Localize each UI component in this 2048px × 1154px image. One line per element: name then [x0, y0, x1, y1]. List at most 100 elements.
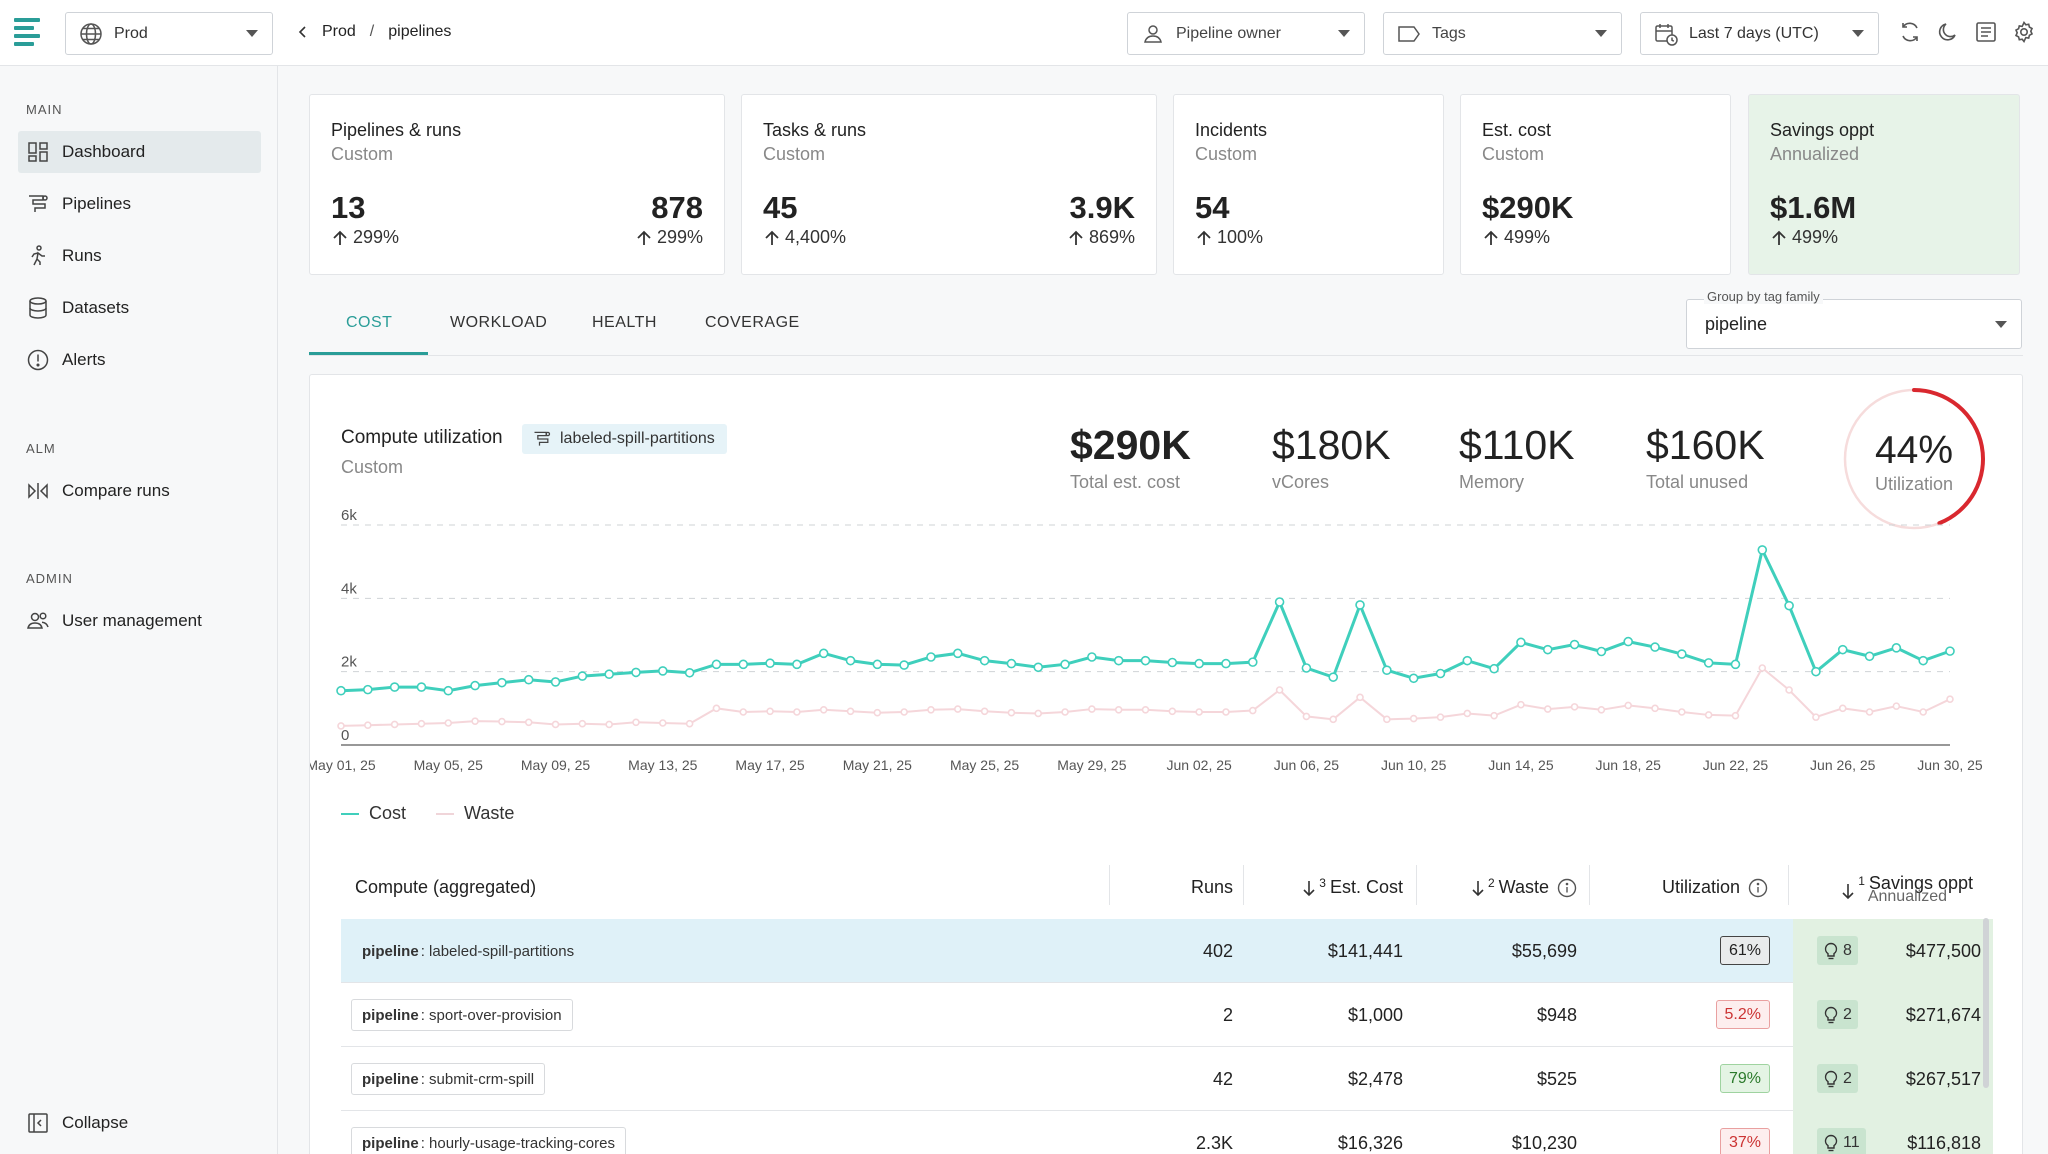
data-point-cost[interactable]: [336, 685, 346, 696]
data-point-waste[interactable]: [578, 719, 587, 728]
data-point-waste[interactable]: [766, 707, 774, 716]
data-point-cost[interactable]: [926, 652, 936, 662]
data-point-waste[interactable]: [1248, 706, 1257, 715]
recommendations-badge[interactable]: 8: [1817, 936, 1858, 965]
data-point-cost[interactable]: [1301, 663, 1312, 673]
table-row[interactable]: pipeline: sport-over-provision 2 $1,000 …: [341, 983, 1993, 1047]
data-point-waste[interactable]: [1624, 701, 1632, 710]
data-point-cost[interactable]: [952, 648, 963, 659]
data-point-cost[interactable]: [1033, 662, 1044, 673]
data-point-cost[interactable]: [1757, 545, 1768, 555]
tab-cost[interactable]: COST: [346, 314, 393, 331]
data-point-cost[interactable]: [631, 667, 641, 678]
data-point-cost[interactable]: [979, 655, 990, 666]
data-point-waste[interactable]: [685, 719, 694, 728]
data-point-waste[interactable]: [1409, 714, 1418, 723]
pipeline-tag[interactable]: pipeline: labeled-spill-partitions: [362, 942, 575, 960]
data-point-cost[interactable]: [1677, 649, 1687, 659]
data-point-cost[interactable]: [1060, 659, 1070, 670]
table-row[interactable]: pipeline: labeled-spill-partitions 402 $…: [341, 919, 1993, 983]
data-point-waste[interactable]: [819, 706, 828, 714]
data-point-cost[interactable]: [389, 682, 400, 692]
data-point-waste[interactable]: [1302, 712, 1311, 721]
data-point-waste[interactable]: [632, 718, 640, 727]
data-point-waste[interactable]: [1678, 708, 1686, 716]
data-point-waste[interactable]: [1088, 705, 1096, 713]
recommendations-badge[interactable]: 2: [1817, 1064, 1858, 1093]
data-point-cost[interactable]: [1730, 659, 1741, 670]
data-point-cost[interactable]: [1703, 658, 1714, 668]
pipeline-tag[interactable]: pipeline: hourly-usage-tracking-cores: [351, 1127, 626, 1154]
data-point-waste[interactable]: [444, 719, 453, 727]
data-point-cost[interactable]: [1006, 658, 1017, 669]
data-point-waste[interactable]: [1168, 707, 1177, 716]
col-waste[interactable]: 2 Waste: [1470, 876, 1577, 898]
data-point-cost[interactable]: [1221, 658, 1231, 669]
data-point-cost[interactable]: [765, 658, 775, 669]
data-point-waste[interactable]: [846, 707, 855, 716]
table-row[interactable]: pipeline: hourly-usage-tracking-cores 2.…: [341, 1111, 1993, 1154]
data-point-cost[interactable]: [497, 677, 507, 688]
data-point-cost[interactable]: [1811, 666, 1821, 677]
data-point-cost[interactable]: [1247, 657, 1258, 667]
data-point-waste[interactable]: [1141, 706, 1150, 714]
col-est-cost[interactable]: 3 Est. Cost: [1301, 876, 1403, 898]
card-est-cost[interactable]: Est. cost Custom $290K 499%: [1460, 94, 1731, 275]
data-point-waste[interactable]: [900, 708, 908, 716]
data-point-cost[interactable]: [1837, 644, 1848, 655]
card-savings-oppt[interactable]: Savings oppt Annualized $1.6M 499%: [1748, 94, 2020, 275]
data-point-waste[interactable]: [1838, 704, 1847, 713]
data-point-waste[interactable]: [1275, 686, 1284, 694]
data-point-cost[interactable]: [1891, 643, 1902, 653]
notes-icon[interactable]: [1974, 20, 1998, 44]
data-point-waste[interactable]: [1570, 703, 1579, 711]
moon-icon[interactable]: [1936, 20, 1960, 44]
data-point-cost[interactable]: [1596, 646, 1607, 657]
tab-health[interactable]: HEALTH: [592, 314, 657, 331]
data-point-cost[interactable]: [1435, 668, 1446, 679]
card-incidents[interactable]: Incidents Custom 54 100%: [1173, 94, 1444, 275]
pipeline-tag[interactable]: pipeline: submit-crm-spill: [351, 1063, 546, 1095]
data-point-waste[interactable]: [1892, 702, 1901, 710]
data-point-cost[interactable]: [1569, 639, 1580, 650]
data-point-cost[interactable]: [872, 659, 883, 670]
data-point-waste[interactable]: [605, 720, 613, 729]
data-point-waste[interactable]: [927, 706, 935, 714]
sidebar-item-pipelines[interactable]: Pipelines: [18, 183, 261, 225]
data-point-cost[interactable]: [1623, 636, 1633, 647]
data-point-cost[interactable]: [523, 674, 534, 685]
data-point-waste[interactable]: [1061, 708, 1069, 716]
legend-item-cost[interactable]: Cost: [341, 803, 406, 824]
collapse-button[interactable]: Collapse: [18, 1102, 261, 1144]
data-point-cost[interactable]: [1489, 663, 1499, 674]
sidebar-item-compare-runs[interactable]: Compare runs: [18, 470, 261, 512]
table-row[interactable]: pipeline: submit-crm-spill 42 $2,478 $52…: [341, 1047, 1993, 1111]
info-icon[interactable]: [1557, 878, 1577, 898]
data-point-cost[interactable]: [1087, 652, 1097, 662]
col-utilization[interactable]: Utilization: [1662, 877, 1768, 898]
data-point-waste[interactable]: [551, 720, 560, 729]
data-point-cost[interactable]: [1408, 673, 1419, 684]
recommendations-badge[interactable]: 11: [1817, 1128, 1866, 1154]
data-point-waste[interactable]: [980, 707, 989, 716]
data-point-cost[interactable]: [1113, 655, 1124, 666]
data-point-cost[interactable]: [1355, 600, 1365, 610]
data-point-waste[interactable]: [1436, 713, 1445, 721]
data-point-cost[interactable]: [711, 659, 722, 670]
data-point-waste[interactable]: [417, 719, 426, 728]
sidebar-item-dashboard[interactable]: Dashboard: [18, 131, 261, 173]
sidebar-item-runs[interactable]: Runs: [18, 235, 261, 277]
data-point-waste[interactable]: [1383, 715, 1391, 724]
date-range-filter[interactable]: Last 7 days (UTC): [1640, 12, 1879, 55]
pipeline-tag[interactable]: pipeline: sport-over-provision: [351, 999, 573, 1031]
data-point-waste[interactable]: [1758, 664, 1767, 672]
data-point-waste[interactable]: [524, 718, 533, 727]
data-point-waste[interactable]: [712, 704, 721, 713]
data-point-waste[interactable]: [337, 722, 345, 730]
data-point-cost[interactable]: [792, 659, 802, 670]
data-point-waste[interactable]: [1490, 711, 1498, 720]
app-logo-icon[interactable]: [14, 18, 40, 46]
sidebar-item-datasets[interactable]: Datasets: [18, 287, 261, 329]
data-point-waste[interactable]: [1812, 713, 1820, 721]
data-point-cost[interactable]: [1864, 651, 1875, 662]
